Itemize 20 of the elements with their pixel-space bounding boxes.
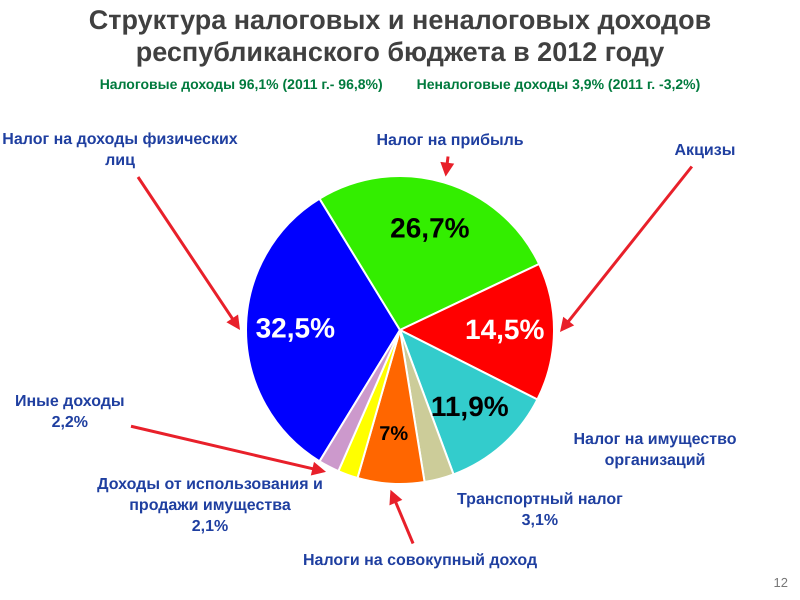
chart-title: Структура налоговых и неналоговых доходов республиканского бюджета в 2012 году bbox=[88, 4, 712, 68]
slice-label: Налог на прибыль bbox=[376, 130, 524, 150]
data-label: 14,5% bbox=[465, 314, 545, 346]
slice-label: Налоги на совокупный доход bbox=[303, 550, 538, 570]
text: 12 bbox=[774, 575, 788, 590]
slice-label: Доходы от использования и продажи имущества bbox=[97, 476, 323, 514]
slice-label: Налог на доходы физических лиц bbox=[1, 130, 239, 171]
slice-label: Иные доходы bbox=[15, 393, 125, 410]
data-label: 2,2% bbox=[52, 414, 88, 431]
data-label: 26,7% bbox=[390, 212, 470, 244]
data-label: 32,5% bbox=[256, 312, 336, 344]
slice-label: Транспортный налог bbox=[457, 491, 623, 508]
data-label: 7% bbox=[379, 423, 408, 446]
text: Налоговые доходы 96,1% (2011 г.- 96,8%) bbox=[100, 76, 383, 92]
slice-label: Налог на имущество организаций bbox=[572, 430, 738, 471]
slice-label: Акцизы bbox=[674, 140, 736, 160]
data-label: 3,1% bbox=[522, 512, 558, 529]
data-label: 2,1% bbox=[192, 518, 228, 534]
text: Неналоговые доходы 3,9% (2011 г. -3,2%) bbox=[416, 76, 700, 92]
data-label: 11,9% bbox=[430, 390, 509, 422]
